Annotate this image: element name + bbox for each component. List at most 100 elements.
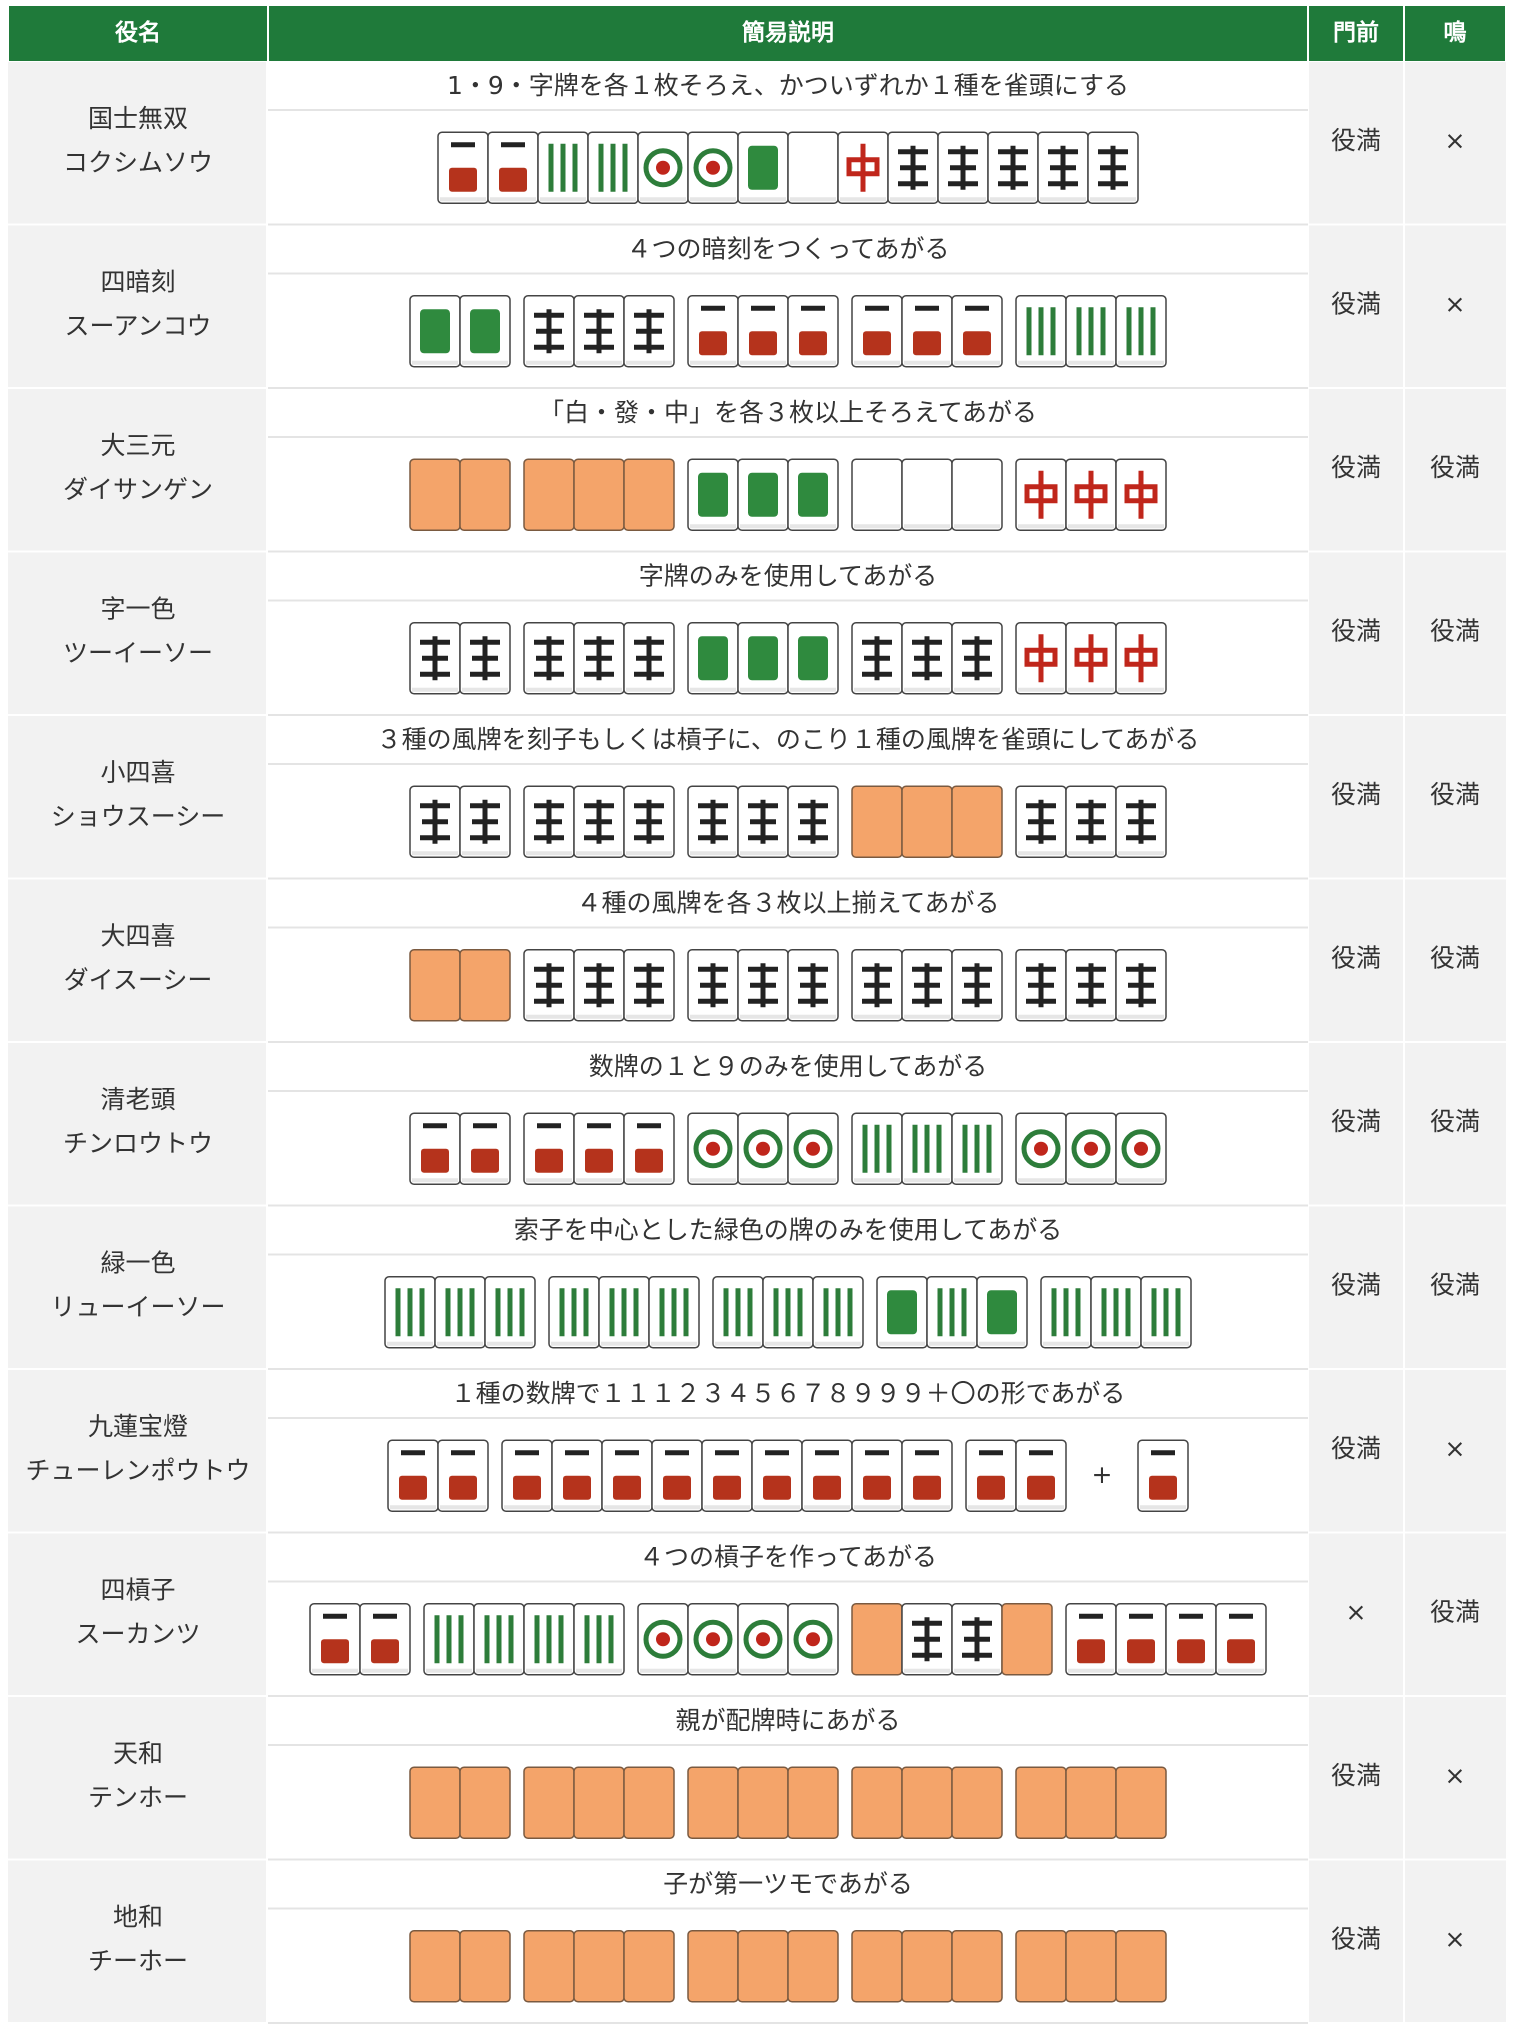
tile [901,1766,953,1839]
tile [459,785,511,858]
tile [1040,1276,1092,1349]
glyph [763,1475,791,1500]
description: １種の数牌で１１１２３４５６７８９９９＋〇の形であがる [451,1379,1126,1408]
tile [623,1930,675,2003]
naki: 役満 [1430,780,1480,809]
tile [687,1603,739,1676]
tile [976,1276,1028,1349]
menzen: 役満 [1331,944,1381,973]
tile-edge [1168,1668,1214,1673]
glyph [815,1450,839,1456]
tile [623,1112,675,1185]
glyph [862,636,892,681]
glyph [1149,1475,1177,1500]
yaku-name: 天和 [113,1739,163,1768]
yaku-name: 小四喜 [100,758,175,787]
name-cell [8,1860,266,2022]
description: ４種の風牌を各３枚以上揃えてあがる [576,889,999,918]
name-cell [8,1206,266,1368]
tile-edge [1018,360,1064,365]
tile-edge [690,1178,736,1183]
glyph [1077,1639,1105,1664]
tile [951,785,1003,858]
glyph [948,145,978,190]
tile [384,1276,436,1349]
tile-back [787,1930,839,2003]
tile-edge [890,197,936,202]
tile [651,1439,703,1512]
name-cell [8,62,266,224]
tile-edge [1118,687,1164,692]
glyph [701,305,725,311]
tile [837,131,889,204]
tile [1115,458,1167,531]
tile-back [787,1766,839,1839]
glyph [743,1619,783,1659]
tile [409,949,461,1022]
tile [459,295,511,368]
tile [901,1930,953,2003]
naki-cell [1405,552,1506,714]
yaku-name: 大四喜 [100,922,175,951]
glyph [846,143,880,192]
header-cell [1405,6,1505,61]
tile-edge [576,687,622,692]
tile-note: + [1092,1460,1113,1489]
tile [687,785,739,858]
glyph [665,1450,689,1456]
tile [1115,1603,1167,1676]
glyph [865,305,889,311]
tile [951,622,1003,695]
tile-edge [740,1668,786,1673]
glyph [635,1148,663,1173]
tile [965,1439,1017,1512]
tile [851,1930,903,2003]
tile-edge [854,1178,900,1183]
description: 子が第一ツモであがる [663,1870,913,1899]
tile [1015,1766,1067,1839]
tile [409,295,461,368]
tile [1115,785,1167,858]
tile [487,131,539,204]
tile [687,1930,739,2003]
tile-edge [740,524,786,529]
tile [573,785,625,858]
glyph [534,636,564,681]
tile-edge [904,1668,950,1673]
glyph [1121,1129,1161,1169]
glyph [693,1129,733,1169]
tile-edge [601,1341,647,1346]
name-cell [8,1043,266,1205]
glyph [470,309,500,354]
glyph [399,1475,427,1500]
tile [1065,1766,1117,1839]
tile-edge [715,1341,761,1346]
glyph [1074,470,1108,519]
glyph [813,1475,841,1500]
tile-edge [815,1341,861,1346]
name-cell [8,1697,266,1859]
tile-edge [704,1505,750,1510]
tile-face [951,458,1003,531]
tile-set [384,1276,1192,1349]
menzen: 役満 [1331,453,1381,482]
tile-edge [412,851,458,856]
naki: × [1445,290,1466,319]
tile [687,622,739,695]
tile-face [901,458,953,531]
tile-edge [854,687,900,692]
tile [787,1766,839,1839]
glyph [1026,963,1056,1008]
tile-edge [362,1668,408,1673]
glyph [915,305,939,311]
tile [1015,1112,1067,1185]
tile-edge [790,1668,836,1673]
glyph [451,142,475,148]
naki: 役満 [1430,1107,1480,1136]
description: 1・9・字牌を各１枚そろえ、かついずれか１種を雀頭にする [447,71,1129,100]
glyph [713,1475,741,1500]
tile-back [1015,1930,1067,2003]
tile [1015,458,1067,531]
tile [1137,1439,1189,1512]
tile-edge [840,197,886,202]
